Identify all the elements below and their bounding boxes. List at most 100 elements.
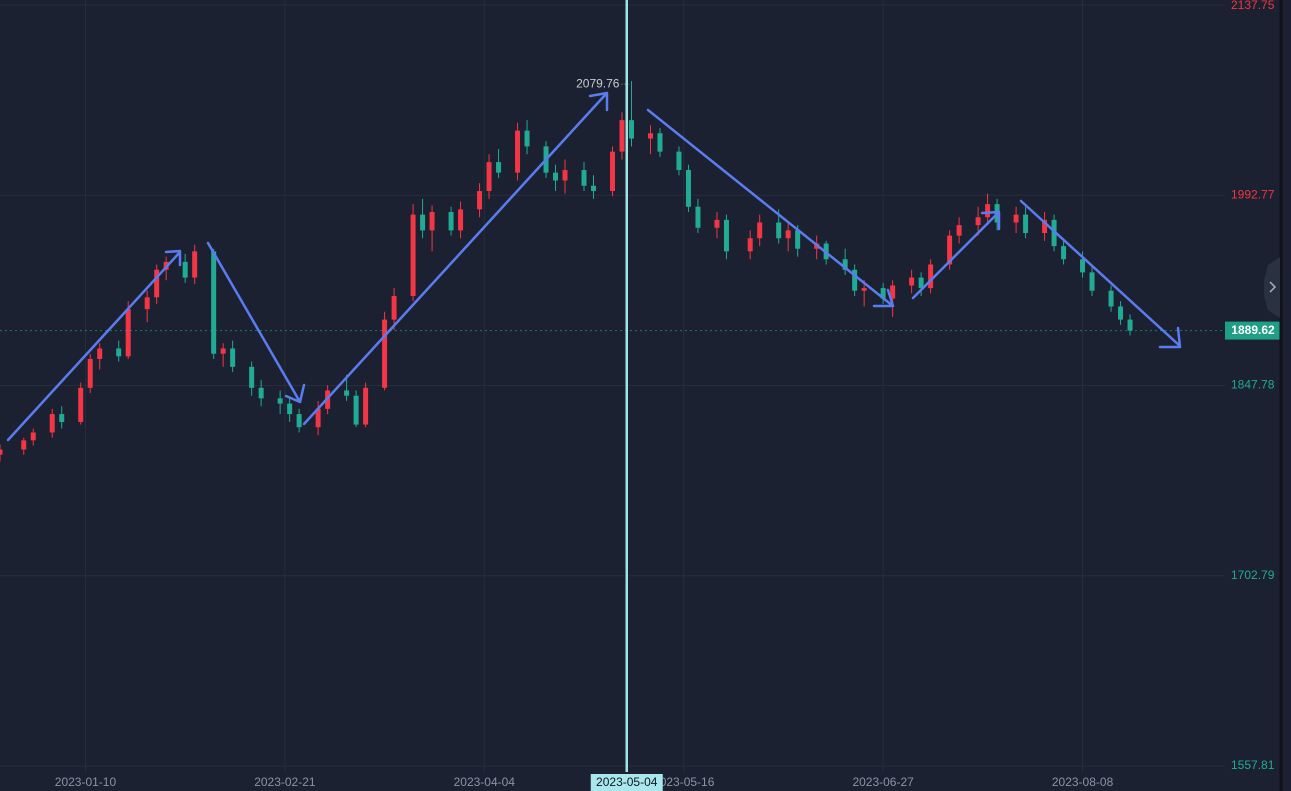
candle-body — [890, 285, 896, 299]
candle-body — [344, 390, 350, 396]
chevron — [1269, 281, 1277, 293]
candle-body — [880, 288, 886, 299]
candle-body — [553, 172, 559, 181]
candle-body — [287, 403, 293, 415]
candle-body — [410, 214, 416, 296]
candle-body — [581, 170, 587, 186]
candle-body — [448, 212, 454, 231]
candle-body — [192, 251, 198, 278]
candle-body — [975, 217, 981, 226]
arrow — [646, 108, 895, 308]
candle-body — [1108, 290, 1114, 307]
x-tick-label: 2023-05-16 — [653, 775, 715, 789]
arrow — [1019, 199, 1182, 349]
trend-arrows — [6, 91, 1182, 442]
candle-body — [562, 170, 568, 181]
candle-body — [1118, 306, 1124, 320]
arrow — [911, 210, 1001, 300]
candle-body — [619, 120, 625, 152]
candles — [0, 81, 1133, 462]
candle-body — [1051, 219, 1057, 247]
candle-body — [785, 230, 791, 239]
candle-body — [1080, 259, 1086, 273]
candle-body — [59, 414, 65, 422]
candle-body — [1061, 246, 1067, 260]
x-tick-label: 2023-08-08 — [1052, 775, 1114, 789]
candle-body — [947, 235, 953, 265]
candle-body — [220, 348, 226, 354]
candle-body — [0, 449, 3, 455]
candle-body — [909, 277, 915, 286]
candle-body — [1023, 214, 1029, 233]
candle-body — [382, 319, 388, 388]
candle-body — [852, 269, 858, 291]
candle-body — [486, 162, 492, 192]
candle-body — [420, 214, 426, 231]
candle-body — [747, 238, 753, 252]
candle-body — [125, 309, 131, 357]
y-tick-label: 1847.78 — [1231, 378, 1275, 392]
candle-body — [296, 414, 302, 428]
max-marker-label: 2079.76 — [576, 76, 620, 90]
handle[interactable] — [1264, 257, 1280, 318]
candle-body — [87, 358, 93, 388]
candle-body — [918, 277, 924, 289]
candle-body — [861, 288, 867, 291]
candle-body — [515, 130, 521, 173]
candle-body — [1127, 319, 1133, 331]
y-tick-label: 1702.79 — [1231, 568, 1275, 582]
candle-body — [985, 204, 991, 218]
crosshair-box — [590, 774, 663, 791]
x-tick-label: 2023-04-04 — [454, 775, 516, 789]
candle-body — [591, 185, 597, 192]
candle-body — [429, 212, 435, 231]
candle-body — [676, 151, 682, 171]
candle-body — [842, 259, 848, 270]
candle-body — [928, 264, 934, 289]
candle-body — [353, 395, 359, 425]
y-tick-label: 1557.81 — [1231, 758, 1275, 772]
candle-body — [458, 209, 464, 231]
candle-body — [211, 251, 217, 354]
candle-body — [97, 348, 103, 359]
candle-body — [249, 366, 255, 388]
candle-body — [956, 225, 962, 236]
candle-body — [524, 130, 530, 147]
x-tick-label: 2023-02-21 — [254, 775, 316, 789]
candle-body — [363, 387, 369, 425]
y-tick-label: 2137.75 — [1231, 0, 1275, 12]
candle-body — [78, 387, 84, 422]
arrow — [302, 91, 609, 426]
candle-body — [647, 133, 653, 139]
x-tick-label: 2023-06-27 — [852, 775, 914, 789]
x-tick-label: 2023-01-10 — [55, 775, 117, 789]
candle-body — [1042, 219, 1048, 233]
candle-body — [391, 295, 397, 320]
candle-body — [685, 170, 691, 207]
side-handle[interactable] — [1264, 257, 1280, 318]
candle-body — [144, 297, 150, 310]
candle-body — [154, 269, 160, 298]
candle-body — [315, 408, 321, 428]
crosshair-label: 2023-05-04 — [596, 775, 658, 789]
candle-body — [21, 440, 27, 450]
arrow — [6, 249, 182, 442]
candle-body — [49, 414, 55, 433]
candle-body — [258, 387, 264, 399]
candle-body — [795, 230, 801, 249]
candle-body — [30, 432, 36, 441]
arrow — [206, 241, 306, 404]
candle-body — [695, 206, 701, 228]
candle-body — [230, 348, 236, 367]
candle-body — [610, 151, 615, 192]
last-price-box — [1225, 321, 1281, 340]
candle-body — [277, 398, 283, 404]
y-tick-label: 1992.77 — [1231, 187, 1275, 201]
candle-body — [714, 219, 720, 228]
candle-body — [182, 261, 188, 278]
